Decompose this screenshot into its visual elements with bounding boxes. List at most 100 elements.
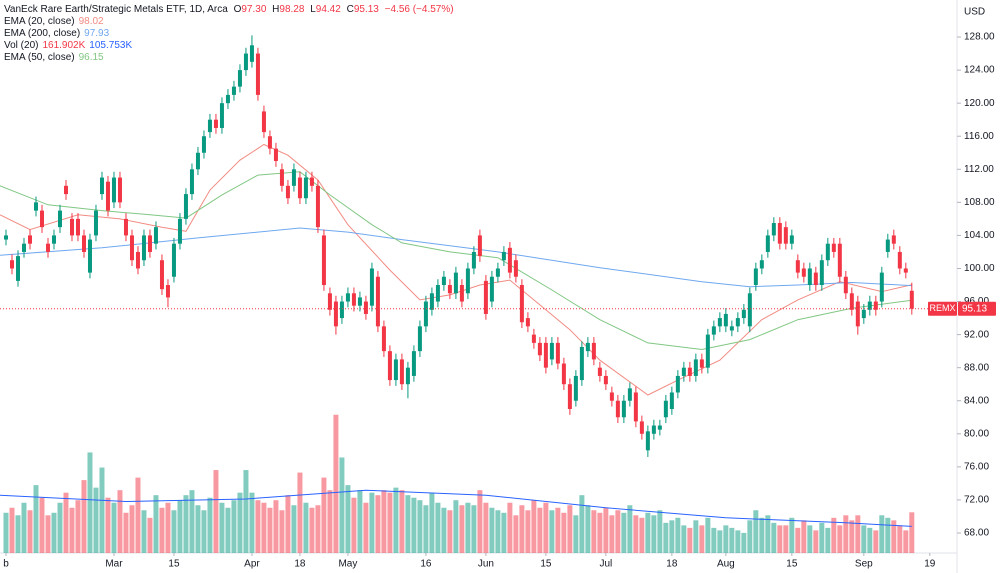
y-tick-label: 76.00	[964, 462, 989, 473]
candle-body	[93, 210, 98, 236]
candle-body	[171, 243, 176, 277]
candle-body	[507, 247, 512, 273]
candle-body	[825, 243, 830, 261]
candle-body	[561, 363, 566, 385]
volume-bar	[237, 492, 243, 553]
candle-body	[27, 235, 32, 244]
indicator-value: 98.02	[78, 16, 104, 27]
candle-body	[435, 285, 440, 302]
volume-bar	[873, 530, 879, 553]
symbol-title[interactable]: VanEck Rare Earth/Strategic Metals ETF, …	[4, 4, 228, 15]
symbol-tag-text: REMX	[929, 303, 955, 313]
volume-bar	[303, 502, 309, 553]
volume-bar	[369, 492, 375, 553]
volume-bar	[813, 530, 819, 553]
volume-bar	[753, 510, 759, 553]
candle-body	[183, 194, 188, 219]
volume-bar	[543, 502, 549, 553]
price-tag-text: 95.13	[962, 303, 987, 314]
volume-bar	[165, 502, 171, 553]
volume-bar	[747, 520, 753, 553]
volume-bar	[741, 532, 747, 553]
candle-body	[177, 218, 182, 244]
volume-bar	[585, 505, 591, 553]
candle-body	[735, 318, 740, 327]
candle-body	[33, 202, 38, 211]
indicator-name: EMA (50, close)	[4, 52, 75, 63]
volume-bar	[723, 525, 729, 553]
volume-bar	[297, 472, 303, 553]
candle-body	[207, 119, 212, 133]
candle-body	[15, 256, 20, 281]
ohlc-value: 94.42	[315, 4, 341, 15]
candle-body	[837, 243, 842, 277]
volume-bar	[801, 520, 807, 553]
volume-bar	[891, 520, 897, 553]
candle-body	[579, 347, 584, 381]
indicator-legend[interactable]: EMA (200, close) 97.93	[4, 28, 457, 40]
candle-body	[567, 384, 572, 410]
volume-bar	[627, 505, 633, 553]
candle-body	[141, 235, 146, 261]
volume-bar	[27, 510, 33, 553]
candle-body	[165, 285, 170, 298]
indicator-legend[interactable]: EMA (20, close) 98.02	[4, 16, 457, 28]
candle-body	[879, 272, 884, 302]
volume-bar	[291, 505, 297, 553]
volume-bar	[903, 530, 909, 553]
volume-bar	[483, 502, 489, 553]
candle-body	[339, 301, 344, 319]
indicator-value: 105.753K	[89, 40, 133, 51]
candle-body	[495, 268, 500, 277]
candle-body	[645, 431, 650, 451]
volume-bar	[831, 517, 837, 553]
candle-body	[333, 301, 338, 327]
volume-bar	[453, 500, 459, 553]
volume-bar	[45, 515, 51, 553]
y-tick-label: 84.00	[964, 395, 989, 406]
volume-bar	[21, 502, 27, 553]
ohlc-value: 98.28	[279, 4, 305, 15]
volume-bar	[285, 495, 291, 553]
candle-body	[621, 400, 626, 418]
candle-body	[249, 45, 254, 62]
volume-bar	[633, 515, 639, 553]
volume-bar	[99, 467, 105, 553]
volume-bar	[339, 457, 345, 553]
x-tick-label: Mar	[105, 559, 123, 570]
volume-bar	[129, 505, 135, 553]
y-tick-label: 92.00	[964, 329, 989, 340]
candle-body	[189, 169, 194, 195]
candle-body	[753, 268, 758, 286]
candle-body	[423, 301, 428, 327]
candle-body	[63, 185, 68, 195]
volume-bar	[447, 510, 453, 553]
indicator-line	[0, 143, 912, 396]
x-tick-label: 15	[540, 559, 552, 570]
ohlc-key: O	[233, 4, 242, 15]
legend: VanEck Rare Earth/Strategic Metals ETF, …	[4, 4, 457, 64]
volume-bar	[501, 512, 507, 553]
indicator-legend[interactable]: EMA (50, close) 96.15	[4, 52, 457, 64]
volume-bar	[771, 522, 777, 553]
volume-bar	[459, 505, 465, 553]
candle-body	[597, 367, 602, 376]
volume-bar	[555, 507, 561, 553]
volume-bar	[759, 517, 765, 553]
indicator-legend[interactable]: Vol (20) 161.902K 105.753K	[4, 40, 457, 52]
volume-bar	[15, 515, 21, 553]
candle-body	[243, 53, 248, 71]
candle-body	[891, 235, 896, 244]
candle-body	[441, 276, 446, 286]
candle-body	[627, 388, 632, 401]
volume-bar	[765, 515, 771, 553]
volume-bar	[441, 507, 447, 553]
candle-body	[615, 400, 620, 418]
volume-bar	[657, 510, 663, 553]
volume-bar	[465, 502, 471, 553]
volume-bar	[9, 507, 15, 553]
volume-bar	[141, 510, 147, 553]
volume-bar	[849, 520, 855, 553]
volume-bar	[417, 500, 423, 553]
